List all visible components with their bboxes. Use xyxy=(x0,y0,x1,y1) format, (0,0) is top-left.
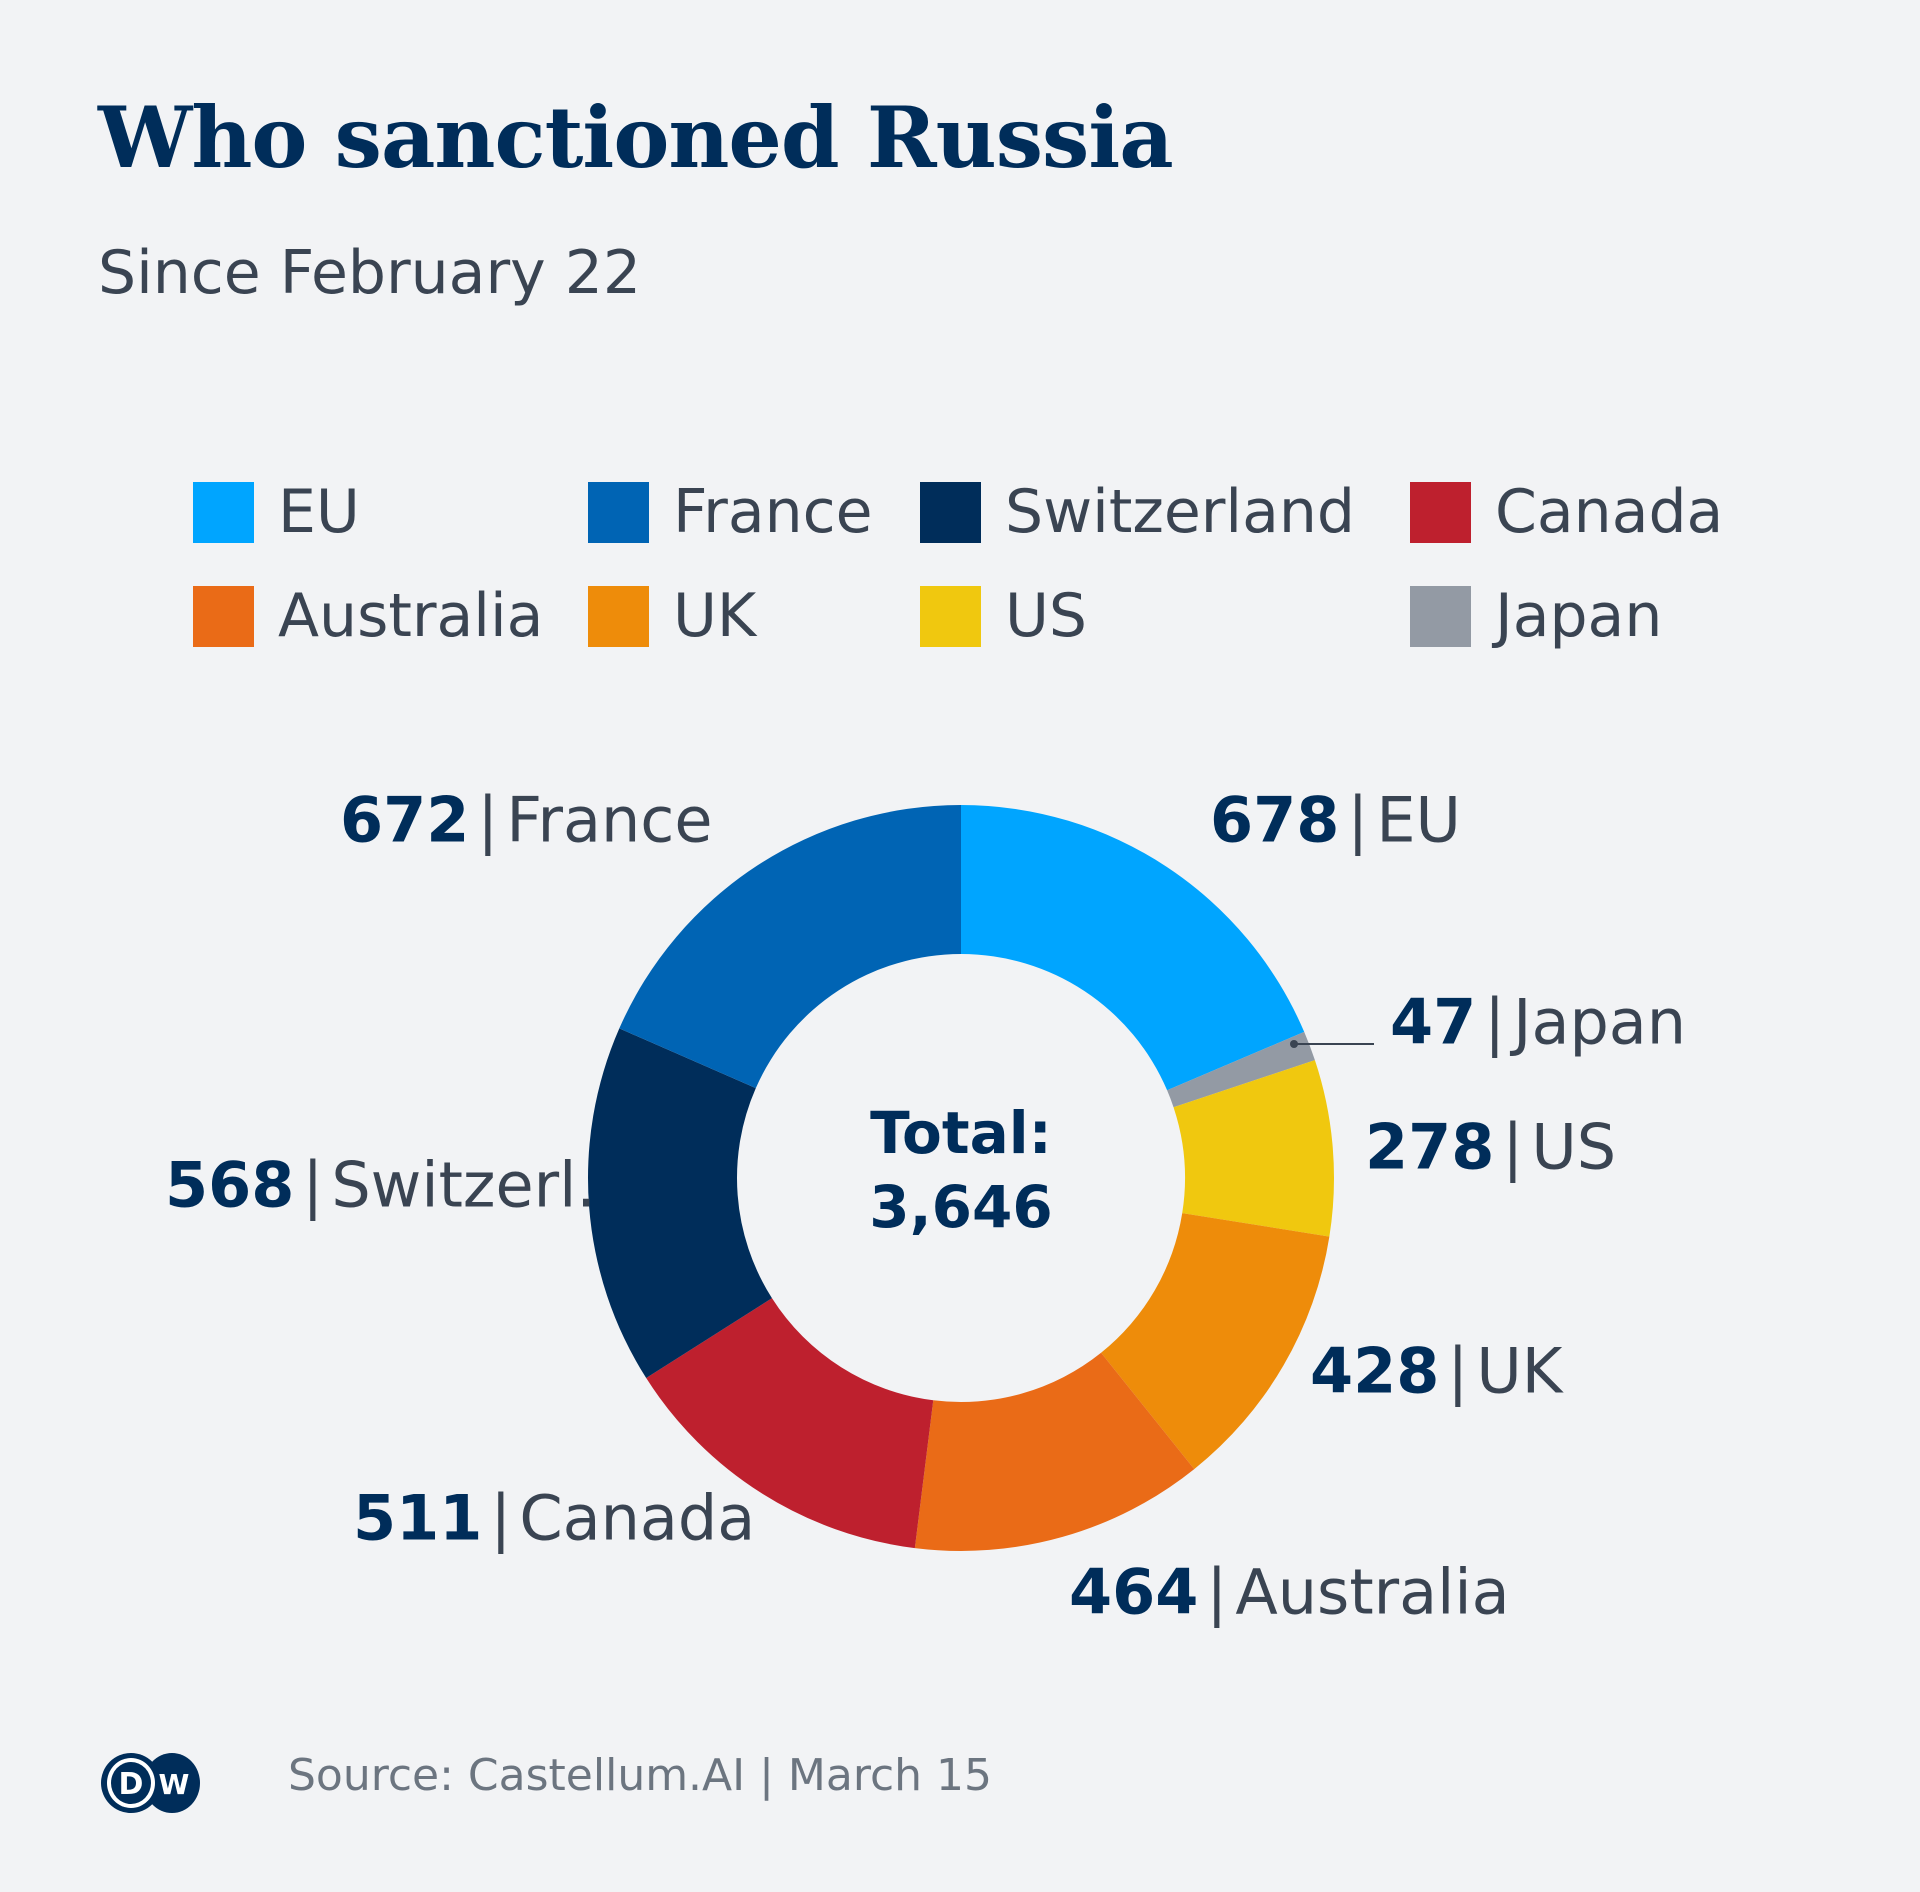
legend-item: US xyxy=(920,581,1087,651)
legend-item: Japan xyxy=(1410,581,1662,651)
slice-label-uk: 428 | UK xyxy=(1310,1335,1562,1408)
legend-item: Australia xyxy=(193,581,543,651)
legend-label: EU xyxy=(278,477,360,547)
slice-value: 678 xyxy=(1210,783,1340,857)
legend-swatch xyxy=(588,481,649,543)
slice-australia xyxy=(914,1352,1195,1552)
legend-label: France xyxy=(673,477,873,547)
legend-label: Canada xyxy=(1495,477,1724,547)
slice-uk xyxy=(1101,1213,1330,1470)
separator: | xyxy=(477,783,499,857)
separator: | xyxy=(1347,783,1369,857)
chart-subtitle: Since February 22 xyxy=(98,238,642,308)
slice-label-switzerland: 568 | Switzerl. xyxy=(165,1149,596,1222)
slice-switzerland xyxy=(587,1028,772,1379)
slice-name: France xyxy=(506,783,713,857)
legend-item: Switzerland xyxy=(920,477,1355,547)
legend-item: EU xyxy=(193,477,360,547)
total-label: Total: 3,646 xyxy=(761,1096,1161,1244)
svg-text:D: D xyxy=(119,1767,144,1802)
slice-label-australia: 464 | Australia xyxy=(1069,1556,1510,1629)
slice-label-us: 278 | US xyxy=(1365,1111,1616,1184)
legend-label: Switzerland xyxy=(1005,477,1355,547)
legend-swatch xyxy=(920,585,981,647)
slice-us xyxy=(1173,1060,1334,1237)
slice-name: Switzerl. xyxy=(331,1148,597,1222)
slice-name: EU xyxy=(1376,783,1461,857)
slice-name: Australia xyxy=(1235,1555,1510,1629)
legend-item: Canada xyxy=(1410,477,1723,547)
legend-swatch xyxy=(193,585,254,647)
legend-label: UK xyxy=(673,581,757,651)
legend-label: Australia xyxy=(278,581,544,651)
slice-value: 428 xyxy=(1310,1334,1440,1408)
slice-japan xyxy=(1167,1031,1315,1108)
legend-item: France xyxy=(588,477,873,547)
slice-name: US xyxy=(1531,1110,1617,1184)
dw-logo: D W xyxy=(101,1753,200,1813)
svg-text:W: W xyxy=(159,1768,190,1801)
slice-value: 47 xyxy=(1390,985,1477,1059)
chart-title: Who sanctioned Russia xyxy=(98,88,1174,187)
legend-swatch xyxy=(920,481,981,543)
legend-label: US xyxy=(1005,581,1088,651)
separator: | xyxy=(490,1481,512,1555)
slice-value: 278 xyxy=(1365,1110,1495,1184)
slice-label-france: 672 | France xyxy=(340,784,712,857)
slice-name: Japan xyxy=(1513,985,1687,1059)
legend-swatch xyxy=(588,585,649,647)
separator: | xyxy=(1206,1555,1228,1629)
legend-swatch xyxy=(193,481,254,543)
legend-label: Japan xyxy=(1495,581,1663,651)
total-title: Total: xyxy=(870,1099,1052,1167)
slice-name: Canada xyxy=(519,1481,756,1555)
separator: | xyxy=(1484,985,1506,1059)
slice-canada xyxy=(646,1298,934,1549)
separator: | xyxy=(1447,1334,1469,1408)
slice-value: 511 xyxy=(353,1481,483,1555)
total-value: 3,646 xyxy=(869,1173,1053,1241)
separator: | xyxy=(302,1148,324,1222)
separator: | xyxy=(1502,1110,1524,1184)
slice-label-eu: 678 | EU xyxy=(1210,784,1461,857)
slice-name: UK xyxy=(1476,1334,1563,1408)
legend-item: UK xyxy=(588,581,756,651)
leader-dot-japan xyxy=(1290,1040,1298,1048)
legend-swatch xyxy=(1410,481,1471,543)
legend-swatch xyxy=(1410,585,1471,647)
slice-eu xyxy=(961,805,1305,1091)
slice-label-canada: 511 | Canada xyxy=(353,1482,755,1555)
slice-value: 568 xyxy=(165,1148,295,1222)
slice-label-japan: 47 | Japan xyxy=(1390,986,1686,1059)
slice-value: 464 xyxy=(1069,1555,1199,1629)
slice-france xyxy=(619,805,961,1089)
source-note: Source: Castellum.AI | March 15 xyxy=(288,1750,993,1801)
slice-value: 672 xyxy=(340,783,470,857)
